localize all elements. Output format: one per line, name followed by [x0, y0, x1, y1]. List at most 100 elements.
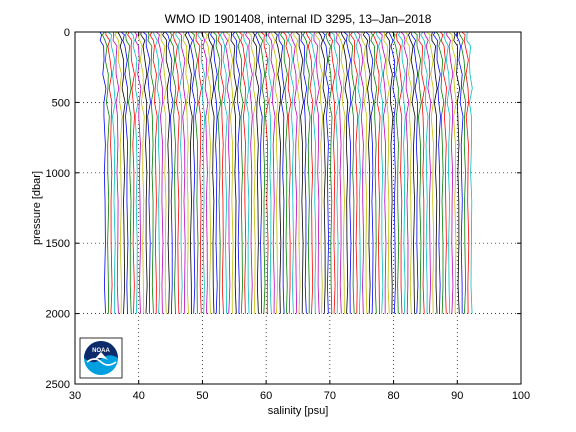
- salinity-profile: [120, 31, 129, 314]
- salinity-profile: [302, 31, 311, 314]
- salinity-profile: [182, 31, 190, 314]
- salinity-profile: [315, 31, 324, 314]
- salinity-profile: [356, 31, 365, 314]
- x-tick-label: 60: [260, 390, 272, 402]
- grid: [75, 32, 521, 384]
- salinity-profile: [455, 31, 464, 314]
- salinity-profile: [252, 31, 260, 314]
- salinity-profile: [114, 31, 123, 314]
- salinity-profile: [385, 31, 394, 314]
- y-tick-label: 2500: [46, 379, 70, 391]
- salinity-profile: [200, 31, 209, 314]
- salinity-profile: [448, 31, 457, 314]
- salinity-profile: [210, 31, 218, 314]
- salinity-profile: [177, 31, 187, 314]
- salinity-profile: [435, 31, 445, 314]
- salinity-profile: [197, 31, 206, 314]
- salinity-profile: [378, 31, 387, 314]
- salinity-profile: [458, 31, 467, 314]
- salinity-profile: [99, 31, 107, 314]
- salinity-profile: [260, 31, 269, 314]
- salinity-profile: [443, 31, 451, 314]
- x-tick-label: 100: [512, 390, 530, 402]
- salinity-profile: [149, 31, 158, 314]
- x-tick-label: 40: [133, 390, 145, 402]
- salinity-profile: [446, 31, 454, 314]
- salinity-profile: [293, 31, 301, 314]
- y-axis-label: pressure [dbar]: [31, 171, 43, 245]
- salinity-profile: [184, 31, 193, 314]
- salinity-profile: [287, 31, 295, 314]
- salinity-profile: [337, 31, 346, 314]
- y-tick-label: 0: [64, 27, 70, 39]
- salinity-profile: [270, 31, 279, 314]
- salinity-profile: [190, 31, 199, 314]
- salinity-profile: [230, 31, 237, 314]
- salinity-profile: [140, 31, 148, 314]
- salinity-profile: [127, 31, 135, 314]
- salinity-profile: [217, 31, 225, 314]
- salinity-profile: [300, 31, 308, 314]
- salinity-profile: [461, 31, 470, 314]
- salinity-profile: [169, 31, 177, 314]
- salinity-profile: [105, 31, 113, 314]
- salinity-profile: [165, 31, 174, 314]
- salinity-profile: [348, 31, 355, 314]
- salinity-profile: [282, 31, 292, 314]
- salinity-profile: [223, 31, 231, 314]
- salinity-profile: [235, 31, 244, 314]
- salinity-profile: [353, 31, 362, 314]
- salinity-profile: [305, 31, 314, 314]
- salinity-profile: [247, 31, 257, 314]
- salinity-profile: [376, 31, 384, 314]
- y-tick-label: 500: [52, 97, 70, 109]
- salinity-profile: [160, 31, 167, 314]
- noaa-logo: NOAA: [79, 337, 123, 379]
- salinity-profile: [255, 31, 263, 314]
- salinity-profile: [439, 31, 447, 314]
- salinity-profile: [134, 31, 142, 314]
- salinity-profile: [335, 31, 343, 314]
- x-tick-label: 80: [387, 390, 399, 402]
- salinity-profile: [265, 31, 273, 314]
- salinity-profile: [204, 31, 212, 314]
- y-tick-label: 1500: [46, 238, 70, 250]
- salinity-profile: [243, 31, 250, 314]
- salinity-profile: [280, 31, 288, 314]
- salinity-profile: [328, 31, 336, 314]
- salinity-profile: [370, 31, 378, 314]
- salinity-profile: [325, 31, 333, 314]
- salinity-profile: [129, 31, 139, 314]
- salinity-profile: [363, 31, 371, 314]
- salinity-profile: [273, 31, 282, 314]
- x-tick-label: 90: [451, 390, 463, 402]
- salinity-profile: [152, 31, 161, 314]
- salinity-profile: [225, 31, 234, 314]
- salinity-profile: [212, 31, 222, 314]
- profiles: [99, 31, 473, 314]
- salinity-profile: [125, 31, 132, 314]
- salinity-profile: [420, 31, 429, 314]
- salinity-profile: [453, 31, 461, 314]
- x-tick-label: 70: [324, 390, 336, 402]
- salinity-profile: [411, 31, 419, 314]
- chart-title: WMO ID 1901408, internal ID 3295, 13–Jan…: [165, 12, 432, 26]
- salinity-profile: [397, 31, 406, 314]
- x-tick-label: 50: [196, 390, 208, 402]
- salinity-profile: [317, 31, 327, 314]
- salinity-profile: [413, 31, 422, 314]
- salinity-profile: [408, 31, 416, 314]
- salinity-profile: [423, 31, 432, 314]
- axes-box: [74, 31, 522, 385]
- salinity-profile: [175, 31, 183, 314]
- salinity-profile: [187, 31, 196, 314]
- y-tick-label: 1000: [46, 168, 70, 180]
- salinity-profile: [391, 31, 400, 314]
- salinity-profile: [388, 31, 397, 314]
- salinity-profile: [405, 31, 413, 314]
- salinity-profile: [321, 31, 330, 314]
- salinity-profile: [383, 31, 390, 314]
- salinity-profile: [278, 31, 285, 314]
